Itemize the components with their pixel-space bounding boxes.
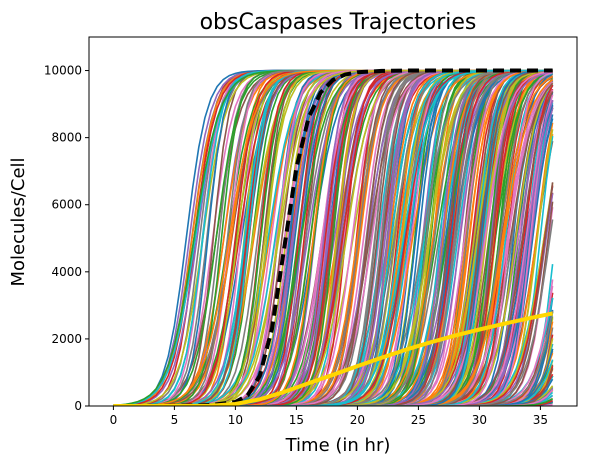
background-trajectory bbox=[113, 69, 553, 406]
y-axis: 0 2000 4000 6000 8000 10000 bbox=[44, 64, 89, 413]
x-tick-label: 25 bbox=[411, 413, 426, 427]
background-trajectory bbox=[113, 69, 553, 406]
highlight-trajectory-line bbox=[113, 311, 554, 406]
background-trajectory bbox=[113, 78, 554, 406]
background-trajectory bbox=[113, 70, 553, 406]
background-trajectory bbox=[113, 82, 554, 406]
background-trajectory bbox=[113, 99, 554, 406]
background-trajectory bbox=[113, 69, 553, 406]
background-trajectory bbox=[113, 69, 553, 406]
background-trajectory bbox=[113, 81, 554, 406]
plot-frame bbox=[88, 36, 578, 407]
background-trajectory bbox=[113, 71, 553, 406]
background-trajectory bbox=[113, 69, 553, 406]
background-trajectory bbox=[113, 69, 553, 406]
x-tick-label: 15 bbox=[289, 413, 304, 427]
chart-title: obsCaspases Trajectories bbox=[200, 10, 477, 35]
background-trajectory bbox=[113, 70, 553, 406]
y-tick-label: 6000 bbox=[51, 198, 82, 212]
background-trajectories bbox=[113, 69, 554, 406]
background-trajectory bbox=[113, 69, 553, 406]
y-tick-label: 0 bbox=[74, 399, 82, 413]
background-trajectory bbox=[113, 69, 553, 406]
background-trajectory bbox=[113, 69, 553, 406]
background-trajectory bbox=[113, 72, 553, 406]
background-trajectory bbox=[113, 69, 553, 406]
x-tick-label: 35 bbox=[533, 413, 548, 427]
background-trajectory bbox=[113, 69, 553, 406]
background-trajectory bbox=[113, 69, 553, 406]
background-trajectory bbox=[113, 69, 553, 406]
background-trajectory bbox=[113, 69, 553, 406]
background-trajectory bbox=[113, 72, 553, 406]
y-tick-label: 2000 bbox=[51, 332, 82, 346]
background-trajectory bbox=[113, 70, 553, 406]
background-trajectory bbox=[113, 69, 553, 406]
background-trajectory bbox=[113, 100, 554, 406]
y-tick-label: 10000 bbox=[44, 64, 82, 78]
background-trajectory bbox=[113, 82, 554, 406]
background-trajectory bbox=[113, 75, 554, 406]
x-tick-label: 10 bbox=[228, 413, 243, 427]
background-trajectory bbox=[113, 219, 554, 406]
x-tick-label: 0 bbox=[110, 413, 118, 427]
y-axis-title: Molecules/Cell bbox=[8, 157, 29, 286]
y-tick-label: 4000 bbox=[51, 265, 82, 279]
x-tick-label: 20 bbox=[350, 413, 365, 427]
background-trajectory bbox=[113, 69, 553, 406]
background-trajectory bbox=[113, 91, 554, 406]
x-tick-label: 30 bbox=[472, 413, 487, 427]
background-trajectory bbox=[113, 69, 553, 406]
background-trajectory bbox=[113, 70, 553, 406]
y-tick-label: 8000 bbox=[51, 131, 82, 145]
x-axis-title: Time (in hr) bbox=[285, 435, 391, 456]
background-trajectory bbox=[113, 72, 553, 406]
background-trajectory bbox=[113, 69, 553, 406]
x-axis: 0 5 10 15 20 25 30 35 bbox=[110, 406, 548, 427]
plot-area bbox=[113, 68, 554, 406]
background-trajectory bbox=[113, 70, 553, 406]
background-trajectory bbox=[113, 69, 553, 406]
background-trajectory bbox=[113, 69, 553, 406]
x-tick-label: 5 bbox=[171, 413, 179, 427]
background-trajectory bbox=[113, 104, 554, 406]
background-trajectory bbox=[113, 69, 553, 406]
background-trajectory bbox=[113, 71, 553, 406]
background-trajectory bbox=[113, 70, 553, 406]
highlight-series bbox=[113, 68, 554, 406]
background-trajectory bbox=[113, 69, 553, 406]
background-trajectory bbox=[113, 70, 553, 406]
